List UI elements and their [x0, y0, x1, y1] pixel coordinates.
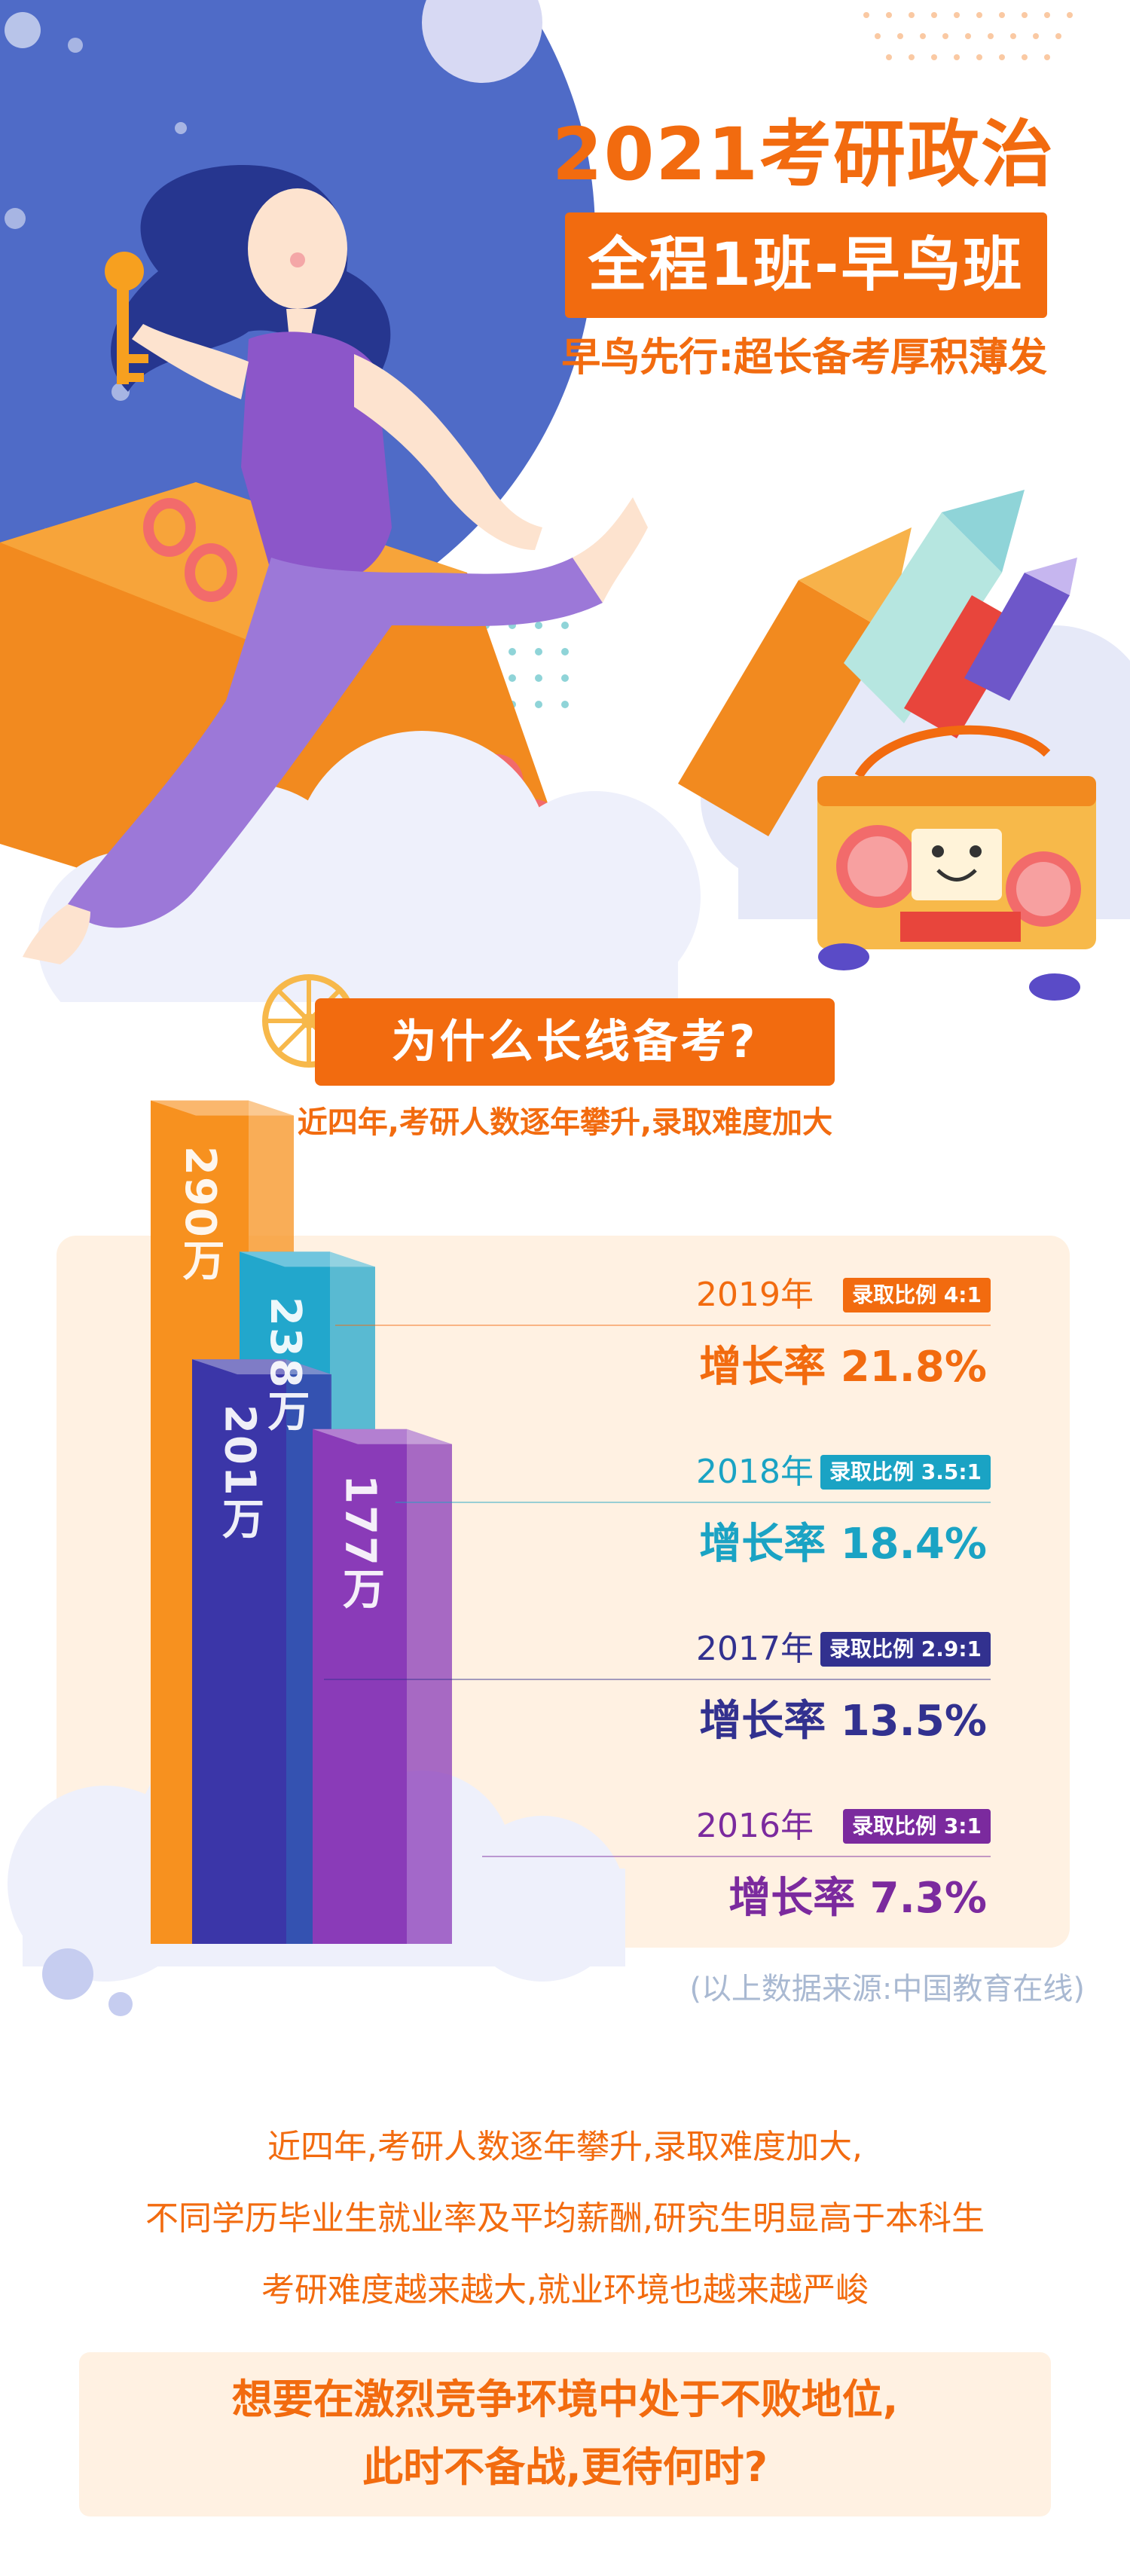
cta-line-1: 想要在激烈竞争环境中处于不败地位, [231, 2376, 899, 2423]
deco-circle [422, 0, 542, 83]
data-source: (以上数据来源:中国教育在线) [689, 1972, 1085, 2006]
key-icon [105, 252, 148, 384]
row-divider [396, 1502, 991, 1503]
runner-girl [23, 165, 648, 964]
hero-subtitle: 早鸟先行:超长备考厚积薄发 [561, 335, 1047, 380]
question-title: 为什么长线备考? [315, 998, 835, 1086]
growth-rate: 增长率 18.4% [699, 1520, 987, 1569]
pencil-icon [678, 490, 1077, 836]
row-year: 2017年 [696, 1630, 814, 1668]
dot-pattern [863, 12, 1073, 60]
row-year: 2016年 [696, 1807, 814, 1845]
row-year: 2019年 [696, 1276, 814, 1314]
bar-value-label: 201万 [215, 1404, 264, 1542]
row-divider [482, 1856, 991, 1857]
growth-rate: 增长率 13.5% [699, 1697, 987, 1746]
hero-banner: 2021考研政治 全程1班-早鸟班 早鸟先行:超长备考厚积薄发 [0, 0, 1130, 1002]
wheel-icon [262, 974, 356, 1068]
ratio-badge: 录取比例 2.9:1 [820, 1632, 991, 1667]
ratio-badge: 录取比例 4:1 [843, 1278, 991, 1312]
hero-illustration [0, 0, 1130, 1002]
hero-title: 2021考研政治 [551, 112, 1055, 197]
bar-value-label: 238万 [261, 1297, 310, 1434]
hero-band: 全程1班-早鸟班 [565, 212, 1047, 318]
bar-value-label: 177万 [335, 1474, 385, 1611]
ratio-badge: 录取比例 3:1 [843, 1809, 991, 1844]
bar-value-label: 290万 [176, 1145, 224, 1282]
body-line-2: 不同学历毕业生就业率及平均薪酬,研究生明显高于本科生 [145, 2199, 985, 2238]
cta-line-2: 此时不备战,更待何时? [362, 2443, 768, 2491]
cta-box [79, 2352, 1051, 2516]
bar-4 [313, 1429, 452, 1944]
body-line-1: 近四年,考研人数逐年攀升,录取难度加大, [267, 2128, 863, 2166]
radio-character [817, 725, 1096, 1001]
row-divider [324, 1679, 991, 1680]
body-line-3: 考研难度越来越大,就业环境也越来越严峻 [261, 2271, 869, 2309]
row-year: 2018年 [696, 1453, 814, 1491]
growth-rate: 增长率 21.8% [699, 1343, 987, 1392]
growth-rate: 增长率 7.3% [728, 1874, 987, 1923]
row-divider [335, 1325, 991, 1326]
ratio-badge: 录取比例 3.5:1 [820, 1455, 991, 1490]
question-subtitle: 近四年,考研人数逐年攀升,录取难度加大 [297, 1105, 833, 1140]
